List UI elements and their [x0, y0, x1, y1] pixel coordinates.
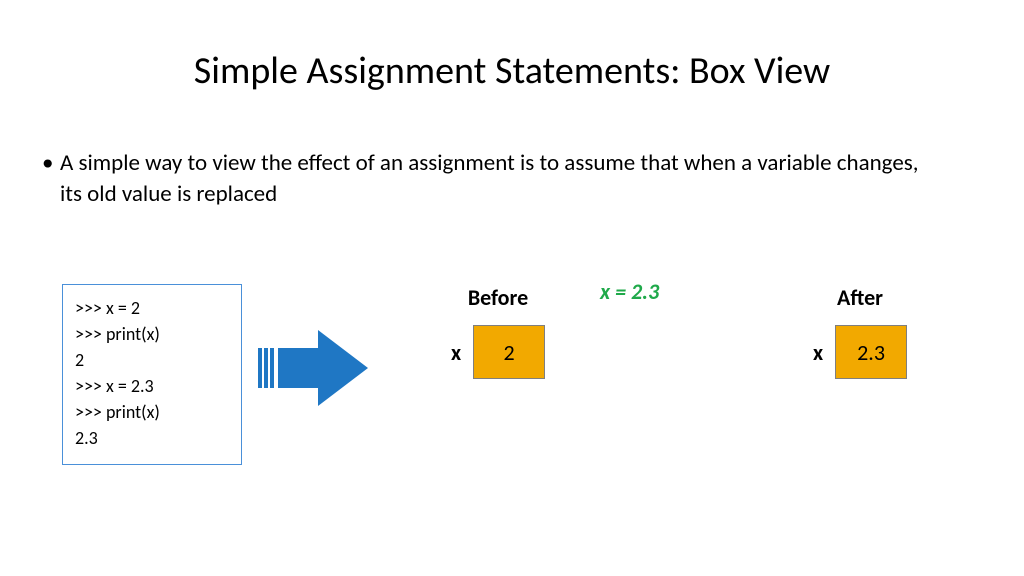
code-line: >>> print(x) [75, 399, 229, 425]
arrow-icon [258, 330, 368, 406]
code-line: >>> x = 2 [75, 295, 229, 321]
bullet-text: A simple way to view the effect of an as… [60, 148, 930, 210]
assignment-annotation: x = 2.3 [600, 278, 659, 305]
state-label-before: Before [418, 284, 578, 311]
code-example-box: >>> x = 2 >>> print(x) 2 >>> x = 2.3 >>>… [62, 284, 242, 465]
slide-title: Simple Assignment Statements: Box View [0, 48, 1024, 94]
var-name-before: x [451, 339, 461, 366]
state-label-after: After [780, 284, 940, 311]
var-box-before: 2 [473, 325, 545, 379]
state-after: After x 2.3 [780, 284, 940, 379]
var-row-after: x 2.3 [780, 325, 940, 379]
bullet-point: •A simple way to view the effect of an a… [42, 148, 942, 210]
code-line: 2 [75, 347, 229, 373]
bullet-dot: • [42, 148, 60, 179]
var-box-after: 2.3 [835, 325, 907, 379]
var-row-before: x 2 [418, 325, 578, 379]
code-line: >>> x = 2.3 [75, 373, 229, 399]
code-line: >>> print(x) [75, 321, 229, 347]
var-name-after: x [813, 339, 823, 366]
state-before: Before x 2 [418, 284, 578, 379]
code-line: 2.3 [75, 425, 229, 451]
